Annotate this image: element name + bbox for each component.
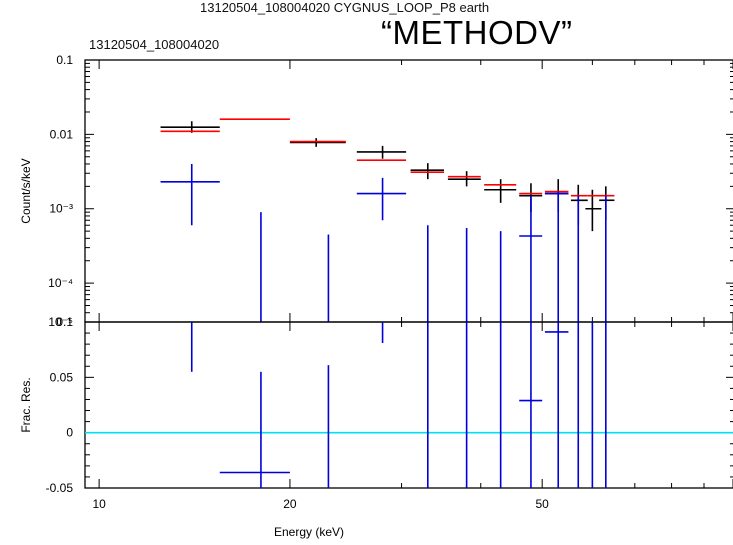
y-tick-label: 0.05	[50, 370, 74, 384]
y-tick-label: 10⁻⁵	[48, 315, 73, 329]
y-axis-label-spectrum: Count/s/keV	[19, 158, 33, 223]
x-axis-label: Energy (keV)	[274, 525, 344, 539]
y-tick-label: 10⁻⁴	[48, 276, 73, 290]
chart-header-title: 13120504_108004020 CYGNUS_LOOP_P8 earth	[200, 0, 490, 15]
overlay-title: “METHODV”	[381, 14, 573, 51]
x-tick-label: 10	[92, 497, 106, 511]
x-tick-label: 20	[283, 497, 297, 511]
residual-frame	[84, 321, 733, 489]
y-tick-label: 0.1	[56, 53, 73, 67]
y-tick-label: 0.01	[50, 127, 74, 141]
spectrum-frame	[84, 59, 733, 323]
y-tick-label: 0.1	[56, 315, 73, 329]
y-tick-label: 0	[66, 426, 73, 440]
spectrum-panel	[84, 59, 733, 488]
y-axis-label-residual: Frac. Res.	[19, 377, 33, 432]
residual-panel	[84, 321, 733, 489]
chart-header-subtitle: 13120504_108004020	[89, 37, 220, 52]
y-tick-label: 10⁻³	[49, 202, 73, 216]
x-tick-label: 50	[536, 497, 550, 511]
axis-text: 10 20 50 Energy (keV) 0.1 0.01 10⁻³ 10⁻⁴ 10⁻⁵ Cou…	[19, 53, 549, 539]
y-tick-label: -0.05	[46, 481, 74, 495]
